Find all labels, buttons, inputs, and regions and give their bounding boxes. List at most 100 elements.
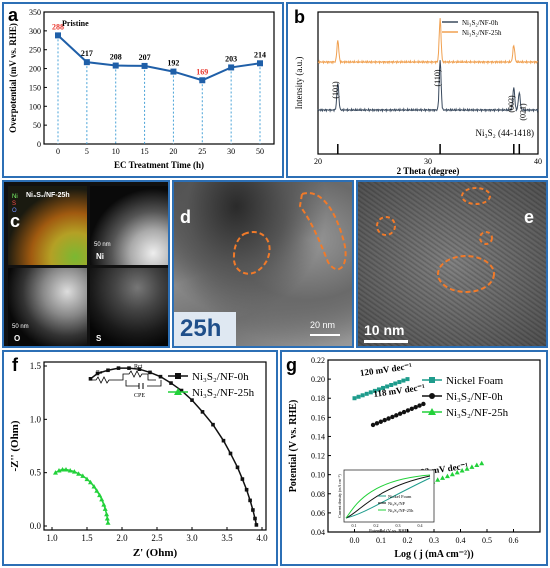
element-label: O (14, 334, 21, 343)
data-point (88, 479, 93, 485)
data-point (417, 403, 422, 408)
panel-c: Ni S O Ni₃S₂/NF-25h 50 nm Ni 50 nm O S c (2, 180, 170, 348)
x-tick-label: 20 (169, 147, 177, 156)
data-point (55, 32, 61, 39)
panel-d: 20 nm 25h d (172, 180, 354, 348)
legend-marker (428, 408, 436, 415)
x-tick-label: 20 (314, 157, 322, 166)
panel-label: d (180, 207, 191, 227)
y-tick-label: 50 (33, 121, 41, 130)
data-point (240, 477, 245, 481)
data-point (137, 367, 142, 371)
x-tick-label: 0.2 (403, 536, 413, 545)
element-label: S (96, 334, 102, 343)
y-tick-label: 0.04 (311, 528, 325, 537)
data-point (60, 466, 65, 472)
series-line (57, 34, 261, 82)
x-tick-label: 0.6 (509, 536, 519, 545)
data-label: 208 (110, 53, 122, 62)
y-tick-label: 150 (29, 83, 41, 92)
x-tick-label: 5 (85, 147, 89, 156)
data-point (169, 381, 173, 385)
scale-bar-label: 20 nm (310, 320, 336, 330)
x-tick-label: 30 (424, 157, 432, 166)
x-tick-label: 0 (56, 147, 60, 156)
legend-ni: Ni (12, 194, 18, 200)
legend-label: Ni₃S₂/NF-25h (462, 29, 502, 37)
x-tick-label: 25 (198, 147, 206, 156)
data-point (95, 371, 100, 376)
data-point (454, 469, 460, 475)
data-point (179, 388, 184, 393)
scale-bar (310, 334, 340, 336)
data-point (364, 391, 369, 396)
data-point (440, 475, 446, 480)
data-point (372, 388, 377, 393)
scale-bar-label: 50 nm (94, 242, 111, 248)
inset-legend-label: Nickel Foam (388, 494, 412, 499)
data-point (368, 390, 373, 395)
overpotential-chart: 0 50 100 150 200 250 300 350 0 5 10 15 20 25 30 50 288 21… (8, 8, 275, 170)
plot-frame (317, 11, 539, 155)
annotation: Pristine (62, 19, 89, 28)
peak-label: (101) (331, 81, 340, 99)
data-label: 169 (196, 67, 208, 76)
inset-curve (345, 475, 431, 519)
data-point (397, 380, 402, 385)
plot-frame (43, 361, 267, 531)
x-tick-label: 0.4 (456, 536, 466, 545)
y-tick-label: 0.10 (311, 471, 325, 480)
x-tick-label: 3.5 (221, 533, 233, 543)
x-axis-label: Z' (Ohm) (133, 547, 178, 559)
circuit-label-rs: Rs (96, 370, 103, 376)
data-point (374, 421, 380, 426)
data-point (248, 498, 252, 503)
data-point (251, 508, 255, 512)
data-point (106, 368, 110, 373)
inset-legend-label: Ni₃S₂/NF-25h (388, 508, 414, 513)
panel-label: g (286, 355, 297, 375)
panel-g: g 0.0 0.1 0.2 0.3 0.4 0.5 0.6 0.04 0.06 0.08 0.10 0… (280, 350, 548, 566)
legend-marker (175, 373, 181, 379)
y-tick-label: 0.12 (311, 452, 325, 461)
xrd-chart: 20 30 40 (101) (110) (003) (021) Ni₃S₂ (44-1418… (294, 11, 542, 176)
panel-label: e (524, 207, 535, 227)
data-point (211, 422, 215, 427)
y-tick-label: 200 (29, 65, 41, 74)
peak-label: (021) (518, 103, 527, 121)
data-point (378, 419, 383, 424)
data-point (444, 473, 450, 479)
data-point (158, 374, 163, 379)
circuit-label-rct: Rct (134, 364, 143, 370)
highlight-outlines (376, 187, 495, 293)
data-point (479, 460, 485, 466)
data-point (469, 464, 475, 469)
y-tick-label: 300 (29, 27, 41, 36)
series-line (317, 60, 539, 113)
inset-curve (345, 477, 431, 519)
data-point (397, 411, 403, 416)
data-point (352, 396, 357, 401)
scale-bar (364, 340, 408, 343)
data-point (88, 377, 93, 381)
inset-x-axis-label: Potential (V vs. RHE) (369, 528, 409, 533)
inset-x-tick-label: 0.4 (418, 523, 423, 528)
data-point (80, 473, 86, 478)
data-point (148, 370, 152, 375)
inset-x-tick-label: 0.1 (352, 523, 357, 528)
data-point (360, 393, 365, 398)
data-label: 207 (139, 53, 151, 62)
legend-label: Ni₃S₂/NF-0h (192, 371, 249, 383)
x-tick-label: 0.1 (376, 536, 386, 545)
data-point (105, 520, 111, 525)
data-point (401, 378, 406, 383)
legend-marker (429, 377, 435, 383)
inset-y-axis-label: Current density (mA cm⁻²) (337, 474, 342, 518)
data-point (63, 466, 69, 472)
scale-bar-label: 10 nm (364, 322, 405, 338)
data-point (393, 381, 398, 386)
x-tick-label: 40 (534, 157, 542, 166)
data-point (385, 384, 390, 389)
data-point (389, 382, 394, 387)
circuit-diagram (90, 370, 162, 387)
